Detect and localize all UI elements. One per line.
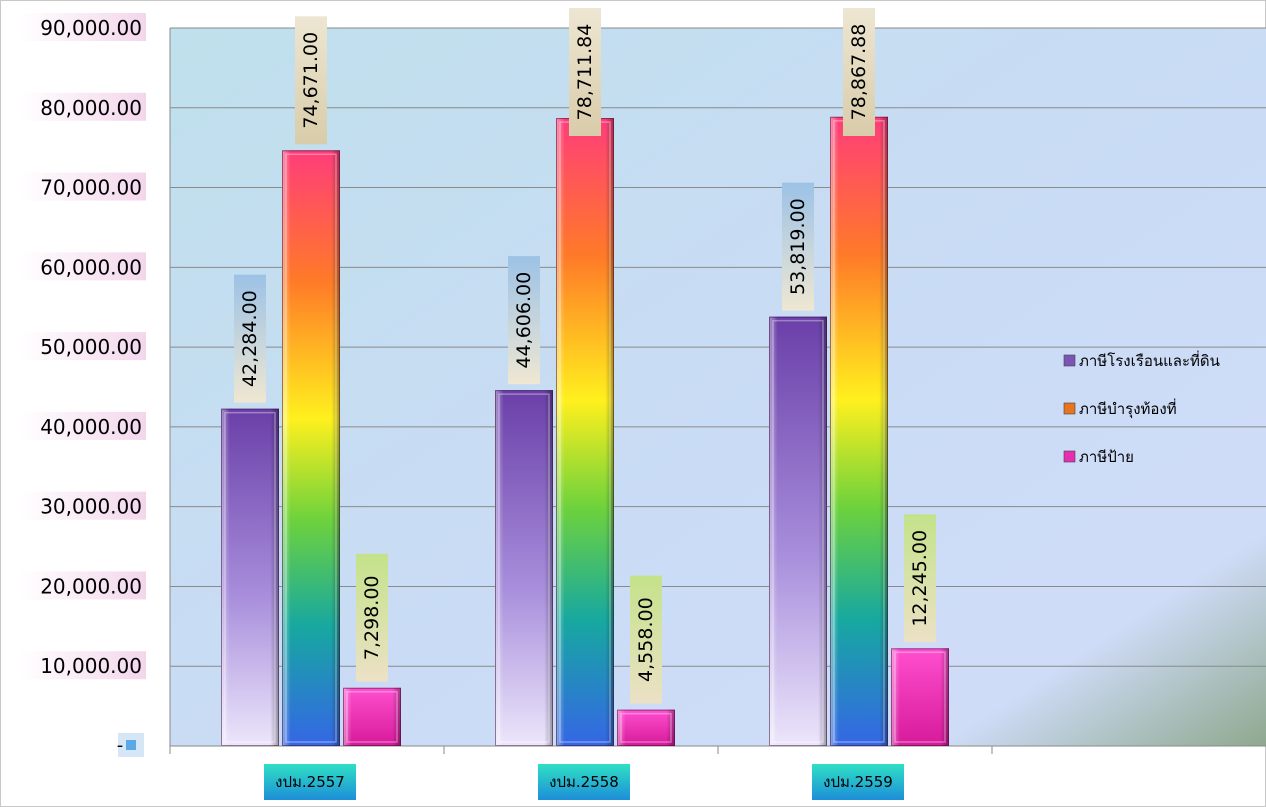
legend-item: ภาษีป้าย	[1063, 448, 1134, 466]
x-tick-label: งปม.2559	[812, 764, 904, 800]
data-label-text: 12,245.00	[909, 530, 931, 627]
y-tick-label: 10,000.00	[20, 651, 146, 680]
legend-item: ภาษีโรงเรือนและที่ดิน	[1063, 350, 1220, 370]
data-label: 78,867.88	[843, 8, 875, 136]
legend-text: ภาษีบำรุงท้องที่	[1079, 398, 1177, 419]
bar	[221, 408, 279, 746]
x-tick-text: งปม.2557	[275, 773, 345, 791]
y-tick-label: 50,000.00	[20, 332, 146, 361]
legend-text: ภาษีโรงเรือนและที่ดิน	[1079, 350, 1220, 370]
data-label-text: 74,671.00	[300, 32, 322, 129]
data-label-text: 78,867.88	[848, 24, 870, 121]
bar	[830, 116, 888, 747]
y-tick-text: 20,000.00	[40, 574, 142, 598]
bar	[282, 150, 340, 746]
data-label: 74,671.00	[295, 16, 327, 145]
y-tick-text: 30,000.00	[40, 495, 142, 519]
y-tick-text: 70,000.00	[40, 176, 142, 200]
y-tick-label: -	[117, 733, 144, 757]
bar	[343, 687, 401, 747]
y-tick-text: -	[117, 735, 124, 756]
data-label: 53,819.00	[782, 182, 814, 311]
y-tick-text: 50,000.00	[40, 335, 142, 359]
data-label-text: 4,558.00	[635, 597, 657, 682]
y-tick-text: 10,000.00	[40, 654, 142, 678]
y-tick-text: 60,000.00	[40, 255, 142, 279]
x-tick-label: งปม.2558	[538, 764, 630, 800]
legend-swatch	[1063, 402, 1076, 415]
y-tick-label: 60,000.00	[20, 252, 146, 281]
plot-area	[170, 28, 1266, 746]
y-tick-label: 20,000.00	[20, 571, 146, 600]
y-tick-text: 40,000.00	[40, 415, 142, 439]
bar	[556, 118, 614, 746]
x-tick-text: งปม.2558	[549, 773, 619, 791]
legend-item: ภาษีบำรุงท้องที่	[1063, 398, 1177, 419]
y-tick-text: 90,000.00	[40, 16, 142, 40]
bar	[891, 648, 949, 747]
data-label-text: 7,298.00	[361, 575, 383, 660]
data-label: 7,298.00	[356, 553, 388, 682]
data-label-text: 42,284.00	[239, 290, 261, 387]
legend-text: ภาษีป้าย	[1079, 448, 1134, 466]
bar	[495, 390, 553, 746]
y-tick-label: 80,000.00	[20, 92, 146, 121]
y-tick-label: 70,000.00	[20, 172, 146, 201]
data-label-text: 44,606.00	[513, 272, 535, 369]
legend-swatch	[1063, 354, 1076, 367]
bar	[769, 316, 827, 746]
legend-swatch	[1063, 450, 1076, 463]
y-tick-label: 90,000.00	[20, 13, 146, 41]
data-label: 44,606.00	[508, 256, 540, 385]
data-label: 42,284.00	[234, 274, 266, 403]
x-tick-label: งปม.2557	[264, 764, 356, 800]
data-label: 4,558.00	[630, 575, 662, 704]
x-tick-text: งปม.2559	[823, 773, 893, 791]
data-label: 78,711.84	[569, 8, 601, 136]
bar	[617, 709, 675, 746]
y-tick-text: 80,000.00	[40, 96, 142, 120]
data-label-text: 78,711.84	[574, 24, 596, 121]
y-tick-label: 30,000.00	[20, 491, 146, 520]
data-label: 12,245.00	[904, 514, 936, 643]
y-tick-label: 40,000.00	[20, 411, 146, 440]
data-label-text: 53,819.00	[787, 198, 809, 295]
